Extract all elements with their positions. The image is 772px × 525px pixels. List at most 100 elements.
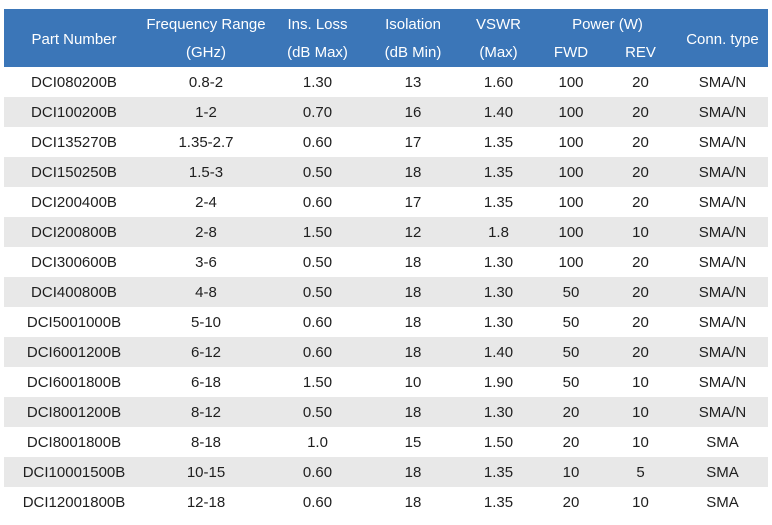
col-header-ins-loss: Ins. Loss [268, 9, 367, 38]
table-row: DCI135270B 1.35-2.7 0.60 17 1.35 100 20 … [4, 127, 768, 157]
cell-vswr: 1.35 [459, 487, 538, 517]
header-row-units: (GHz) (dB Max) (dB Min) (Max) FWD REV [4, 38, 768, 67]
cell-power-fwd: 50 [538, 337, 604, 367]
cell-conn-type: SMA/N [677, 157, 768, 187]
col-header-frequency-range: Frequency Range [144, 9, 268, 38]
cell-frequency-range: 5-10 [144, 307, 268, 337]
table-row: DCI100200B 1-2 0.70 16 1.40 100 20 SMA/N [4, 97, 768, 127]
cell-power-fwd: 20 [538, 427, 604, 457]
cell-ins-loss: 1.30 [268, 67, 367, 97]
cell-frequency-range: 8-12 [144, 397, 268, 427]
cell-power-fwd: 100 [538, 127, 604, 157]
cell-part-number: DCI400800B [4, 277, 144, 307]
spec-table: Part Number Frequency Range Ins. Loss Is… [4, 9, 768, 517]
cell-power-fwd: 100 [538, 97, 604, 127]
table-row: DCI5001000B 5-10 0.60 18 1.30 50 20 SMA/… [4, 307, 768, 337]
cell-vswr: 1.30 [459, 307, 538, 337]
cell-power-fwd: 50 [538, 277, 604, 307]
cell-conn-type: SMA/N [677, 397, 768, 427]
cell-conn-type: SMA/N [677, 307, 768, 337]
cell-vswr: 1.40 [459, 97, 538, 127]
cell-frequency-range: 1.35-2.7 [144, 127, 268, 157]
cell-conn-type: SMA/N [677, 337, 768, 367]
cell-frequency-range: 8-18 [144, 427, 268, 457]
cell-isolation: 17 [367, 187, 459, 217]
cell-vswr: 1.35 [459, 127, 538, 157]
cell-power-fwd: 10 [538, 457, 604, 487]
col-subheader-isolation-unit: (dB Min) [367, 38, 459, 67]
cell-isolation: 13 [367, 67, 459, 97]
table-row: DCI400800B 4-8 0.50 18 1.30 50 20 SMA/N [4, 277, 768, 307]
cell-power-rev: 20 [604, 337, 677, 367]
cell-conn-type: SMA [677, 457, 768, 487]
cell-conn-type: SMA/N [677, 67, 768, 97]
col-subheader-frequency-unit: (GHz) [144, 38, 268, 67]
cell-ins-loss: 1.50 [268, 217, 367, 247]
cell-ins-loss: 0.60 [268, 127, 367, 157]
cell-vswr: 1.60 [459, 67, 538, 97]
col-header-conn-type: Conn. type [677, 9, 768, 67]
cell-vswr: 1.30 [459, 277, 538, 307]
col-subheader-ins-loss-unit: (dB Max) [268, 38, 367, 67]
cell-power-fwd: 100 [538, 217, 604, 247]
cell-vswr: 1.35 [459, 157, 538, 187]
cell-isolation: 18 [367, 487, 459, 517]
table-row: DCI10001500B 10-15 0.60 18 1.35 10 5 SMA [4, 457, 768, 487]
cell-vswr: 1.8 [459, 217, 538, 247]
cell-isolation: 12 [367, 217, 459, 247]
cell-vswr: 1.35 [459, 187, 538, 217]
cell-power-fwd: 100 [538, 67, 604, 97]
cell-conn-type: SMA/N [677, 97, 768, 127]
cell-conn-type: SMA/N [677, 367, 768, 397]
cell-power-rev: 10 [604, 367, 677, 397]
cell-part-number: DCI6001200B [4, 337, 144, 367]
cell-frequency-range: 12-18 [144, 487, 268, 517]
cell-conn-type: SMA [677, 427, 768, 457]
cell-vswr: 1.30 [459, 247, 538, 277]
cell-ins-loss: 0.60 [268, 457, 367, 487]
table-row: DCI6001200B 6-12 0.60 18 1.40 50 20 SMA/… [4, 337, 768, 367]
cell-power-fwd: 20 [538, 487, 604, 517]
cell-power-rev: 10 [604, 397, 677, 427]
cell-frequency-range: 6-18 [144, 367, 268, 397]
cell-conn-type: SMA/N [677, 127, 768, 157]
cell-frequency-range: 3-6 [144, 247, 268, 277]
cell-conn-type: SMA/N [677, 247, 768, 277]
cell-ins-loss: 1.50 [268, 367, 367, 397]
cell-power-rev: 20 [604, 307, 677, 337]
cell-isolation: 18 [367, 307, 459, 337]
cell-ins-loss: 0.50 [268, 397, 367, 427]
cell-part-number: DCI100200B [4, 97, 144, 127]
col-header-power: Power (W) [538, 9, 677, 38]
cell-power-fwd: 50 [538, 307, 604, 337]
cell-power-rev: 20 [604, 157, 677, 187]
cell-conn-type: SMA [677, 487, 768, 517]
cell-part-number: DCI200400B [4, 187, 144, 217]
cell-part-number: DCI135270B [4, 127, 144, 157]
table-row: DCI200400B 2-4 0.60 17 1.35 100 20 SMA/N [4, 187, 768, 217]
cell-frequency-range: 6-12 [144, 337, 268, 367]
cell-vswr: 1.35 [459, 457, 538, 487]
cell-ins-loss: 0.50 [268, 277, 367, 307]
cell-conn-type: SMA/N [677, 187, 768, 217]
cell-power-rev: 20 [604, 67, 677, 97]
cell-power-fwd: 100 [538, 157, 604, 187]
cell-conn-type: SMA/N [677, 217, 768, 247]
table-row: DCI8001200B 8-12 0.50 18 1.30 20 10 SMA/… [4, 397, 768, 427]
table-row: DCI080200B 0.8-2 1.30 13 1.60 100 20 SMA… [4, 67, 768, 97]
cell-power-rev: 20 [604, 277, 677, 307]
table-row: DCI12001800B 12-18 0.60 18 1.35 20 10 SM… [4, 487, 768, 517]
cell-frequency-range: 2-4 [144, 187, 268, 217]
table-body: DCI080200B 0.8-2 1.30 13 1.60 100 20 SMA… [4, 67, 768, 517]
cell-frequency-range: 10-15 [144, 457, 268, 487]
header-row-main: Part Number Frequency Range Ins. Loss Is… [4, 9, 768, 67]
cell-power-rev: 10 [604, 217, 677, 247]
col-subheader-vswr-unit: (Max) [459, 38, 538, 67]
table-row: DCI200800B 2-8 1.50 12 1.8 100 10 SMA/N [4, 217, 768, 247]
cell-power-rev: 10 [604, 427, 677, 457]
cell-ins-loss: 0.60 [268, 337, 367, 367]
table-header: Part Number Frequency Range Ins. Loss Is… [4, 9, 768, 67]
cell-power-rev: 20 [604, 97, 677, 127]
cell-frequency-range: 2-8 [144, 217, 268, 247]
